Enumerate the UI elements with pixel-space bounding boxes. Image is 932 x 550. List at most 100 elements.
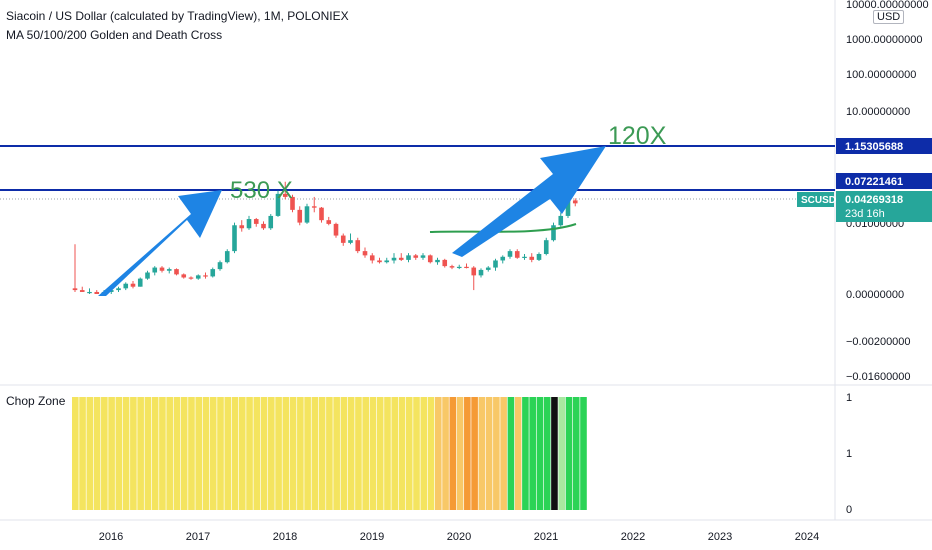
candle-body (188, 277, 194, 279)
indicator-tick: 1 (846, 448, 852, 460)
chop-zone-bar (130, 397, 137, 510)
time-axis[interactable]: 2016 2017 2018 2019 2020 2021 2022 2023 … (99, 531, 819, 543)
time-tick: 2024 (795, 531, 819, 543)
currency-button[interactable]: USD (873, 10, 905, 24)
time-tick: 2016 (99, 531, 123, 543)
chop-zone-bar (297, 397, 304, 510)
chop-zone-bar (369, 397, 377, 510)
candle-body (522, 256, 527, 258)
candle-body (355, 240, 361, 252)
candle-body (210, 269, 216, 277)
chop-zone-bar (333, 397, 340, 510)
candle-body (377, 260, 382, 263)
candle-body (297, 209, 303, 223)
candle-body (137, 278, 143, 287)
chop-zone-bar (427, 397, 435, 510)
candle-body (232, 225, 237, 252)
candle-body (536, 254, 542, 260)
chart-title: Siacoin / US Dollar (calculated by Tradi… (6, 9, 349, 23)
chop-zone-bar (115, 397, 123, 510)
candle-body (413, 255, 419, 258)
time-tick: 2021 (534, 531, 558, 543)
chop-zone-bar (195, 397, 203, 510)
candle-body (72, 288, 78, 291)
chop-zone-bar (282, 397, 290, 510)
chop-zone-bar (514, 397, 522, 510)
candle-body (558, 215, 564, 226)
chop-zone-bar (217, 397, 224, 510)
candle-body (456, 266, 462, 269)
candle-body (478, 269, 484, 276)
chop-zone-bar (376, 397, 384, 510)
chop-zone-bar (122, 397, 130, 510)
chop-zone-bar (101, 397, 108, 510)
candle-body (529, 256, 535, 260)
arrow-up-right[interactable] (452, 146, 606, 257)
candle-body (159, 267, 165, 271)
candle-body (195, 275, 201, 279)
candle-body (268, 215, 274, 229)
time-tick: 2019 (360, 531, 384, 543)
candle-body (152, 267, 158, 273)
price-label-lower-bg (836, 173, 932, 189)
price-label-upper: 1.15305688 (845, 141, 903, 153)
candle-body (464, 266, 469, 269)
annotation-530x[interactable]: 530 X (230, 177, 293, 204)
candle-body (384, 260, 390, 263)
time-tick: 2017 (186, 531, 210, 543)
chop-zone-bar (464, 397, 471, 510)
candle-body (94, 291, 100, 294)
chop-zone-bar (449, 397, 457, 510)
chop-zone-bar (442, 397, 449, 510)
arrow-up-left[interactable] (98, 190, 222, 296)
chop-zone-bar (108, 397, 115, 510)
chop-zone-bar (246, 397, 253, 510)
candle-body (348, 240, 353, 243)
candle-body (224, 251, 230, 263)
trendline[interactable] (429, 223, 577, 233)
candle-body (427, 255, 433, 263)
chop-zone-bar (289, 397, 297, 510)
price-tick: 0.00000000 (846, 289, 904, 301)
annotation-120x[interactable]: 120X (608, 122, 667, 150)
candle-body (551, 225, 556, 241)
candle-body (275, 193, 281, 216)
chop-zone-bar (507, 397, 515, 510)
candle-body (507, 251, 513, 257)
chop-zone-bar (253, 397, 261, 510)
candle-body (239, 225, 245, 229)
chop-zone-bar (420, 397, 428, 510)
price-axis[interactable]: 10000.00000000 1000.00000000 100.0000000… (846, 0, 929, 383)
countdown: 23d 16h (845, 208, 885, 220)
candle-body (181, 274, 187, 278)
candle-body (340, 235, 346, 243)
chop-zone-bar (224, 397, 232, 510)
chop-zone-bar (565, 397, 573, 510)
chop-zone-bar (384, 397, 391, 510)
price-label-lower: 0.07221461 (845, 176, 903, 188)
candle-body (449, 266, 455, 268)
chop-zone-bar (529, 397, 536, 510)
indicator-tick: 0 (846, 504, 852, 516)
chop-zone-bar (347, 397, 355, 510)
chop-zone-bar (471, 397, 478, 510)
chop-zone-bars (72, 397, 587, 510)
candle-body (253, 219, 259, 224)
candle-body (246, 219, 252, 229)
candle-body (130, 283, 136, 287)
chop-zone-bar (166, 397, 173, 510)
chop-zone-bar (304, 397, 311, 510)
candle-body (261, 223, 266, 229)
symbol-label: SCUSD (801, 195, 836, 206)
chop-zone-bar (435, 397, 442, 510)
candle-body (333, 223, 339, 236)
chop-zone-bar (238, 397, 246, 510)
chop-zone-bar (413, 397, 420, 510)
chop-zone-bar (173, 397, 181, 510)
candle-body (116, 288, 121, 291)
chop-zone-bar (391, 397, 399, 510)
chop-zone-bar (500, 397, 507, 510)
indicator-title: MA 50/100/200 Golden and Death Cross (6, 28, 223, 42)
price-tick: −0.01600000 (846, 371, 911, 383)
time-tick: 2023 (708, 531, 732, 543)
